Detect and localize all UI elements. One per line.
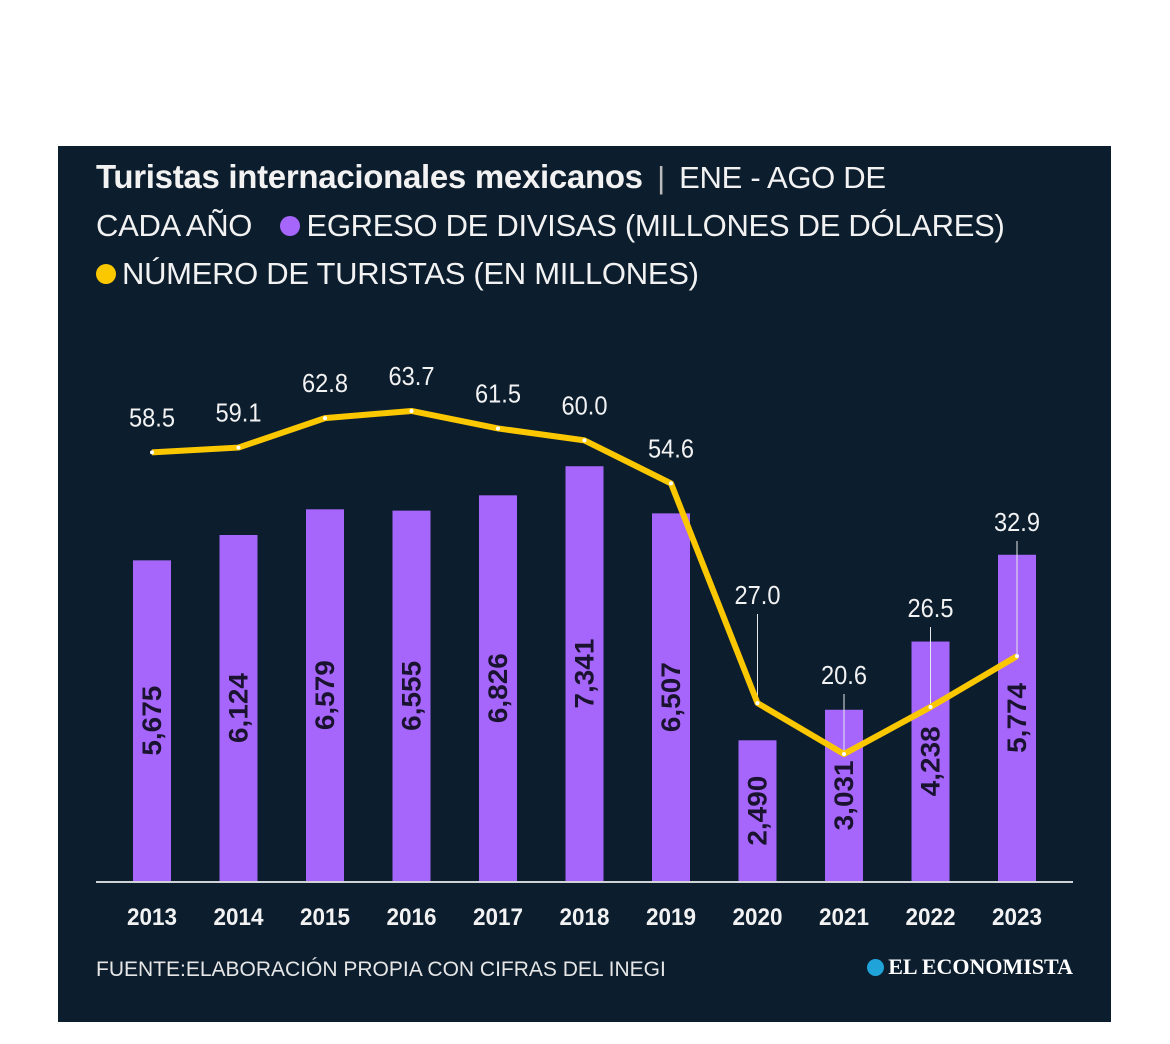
line-value-label: 62.8 bbox=[302, 368, 348, 398]
x-tick-label: 2018 bbox=[560, 904, 610, 931]
line-value-label: 60.0 bbox=[562, 390, 608, 420]
x-tick-label: 2019 bbox=[646, 904, 696, 931]
chart-title: Turistas internacionales mexicanos bbox=[96, 158, 643, 195]
bar-value-label: 4,238 bbox=[916, 726, 946, 796]
line-point bbox=[323, 416, 327, 421]
bar-value-label: 6,124 bbox=[224, 673, 254, 743]
source-note: FUENTE:ELABORACIÓN PROPIA CON CIFRAS DEL… bbox=[96, 958, 666, 981]
globe-icon bbox=[867, 959, 885, 976]
logo-text: EL ECONOMISTA bbox=[888, 954, 1073, 979]
bar-value-label: 6,507 bbox=[656, 662, 686, 732]
subtitle-cont: CADA AÑO bbox=[96, 208, 253, 243]
line-value-label: 61.5 bbox=[475, 378, 521, 408]
bar-2017 bbox=[479, 495, 517, 881]
line-point bbox=[150, 450, 154, 455]
subtitle: ENE - AGO DE bbox=[679, 160, 886, 195]
line-value-label: 54.6 bbox=[648, 433, 694, 463]
x-tick-label: 2023 bbox=[992, 904, 1042, 931]
line-value-label: 32.9 bbox=[994, 507, 1040, 537]
x-tick-label: 2016 bbox=[387, 904, 437, 931]
line-value-label: 26.5 bbox=[908, 593, 954, 623]
bar-2016 bbox=[392, 510, 431, 881]
line-value-label: 58.5 bbox=[129, 402, 175, 432]
line-value-label: 20.6 bbox=[821, 660, 867, 690]
line-point bbox=[582, 438, 587, 443]
bar-value-label: 6,826 bbox=[483, 653, 513, 723]
bar-value-label: 7,341 bbox=[570, 639, 600, 709]
line-point bbox=[409, 408, 414, 413]
line-value-label: 59.1 bbox=[216, 398, 262, 428]
line-point bbox=[1015, 654, 1019, 659]
line-point bbox=[236, 445, 241, 450]
bar-2013 bbox=[133, 560, 171, 881]
x-tick-label: 2017 bbox=[473, 904, 523, 931]
bar-value-label: 2,490 bbox=[743, 776, 773, 846]
line-point bbox=[669, 481, 673, 486]
logo: EL ECONOMISTA bbox=[867, 954, 1073, 980]
line-point bbox=[928, 705, 933, 710]
x-tick-label: 2014 bbox=[214, 904, 265, 931]
bar-value-label: 5,774 bbox=[1002, 683, 1032, 753]
line-value-label: 27.0 bbox=[735, 580, 781, 610]
line-point bbox=[496, 426, 500, 431]
bar-2014 bbox=[219, 534, 258, 881]
title-separator: | bbox=[657, 160, 665, 195]
header-line-2: CADA AÑO EGRESO DE DIVISAS (MILLONES DE … bbox=[96, 208, 1005, 244]
line-point bbox=[842, 752, 846, 757]
x-tick-label: 2013 bbox=[127, 904, 177, 931]
legend-bar-swatch-icon bbox=[280, 215, 301, 236]
bar-value-label: 5,675 bbox=[137, 686, 167, 756]
bar-2015 bbox=[306, 509, 344, 881]
bar-2020 bbox=[738, 740, 777, 881]
line-value-label: 63.7 bbox=[389, 361, 435, 391]
x-tick-label: 2020 bbox=[733, 904, 783, 931]
legend-line-label: NÚMERO DE TURISTAS (EN MILLONES) bbox=[122, 256, 699, 291]
x-tick-label: 2022 bbox=[906, 904, 956, 931]
bar-2018 bbox=[565, 466, 604, 881]
header-line-1: Turistas internacionales mexicanos | ENE… bbox=[96, 158, 886, 196]
legend-bars-label: EGRESO DE DIVISAS (MILLONES DE DÓLARES) bbox=[306, 208, 1005, 243]
bar-value-label: 6,579 bbox=[310, 660, 340, 730]
bar-value-label: 6,555 bbox=[397, 661, 427, 731]
x-tick-label: 2015 bbox=[300, 904, 350, 931]
bar-2019 bbox=[652, 513, 690, 881]
legend-line-swatch-icon bbox=[96, 263, 116, 284]
bar-value-label: 3,031 bbox=[829, 760, 859, 830]
header-line-3: NÚMERO DE TURISTAS (EN MILLONES) bbox=[96, 256, 699, 292]
x-tick-label: 2021 bbox=[819, 904, 869, 931]
line-point bbox=[755, 701, 760, 706]
